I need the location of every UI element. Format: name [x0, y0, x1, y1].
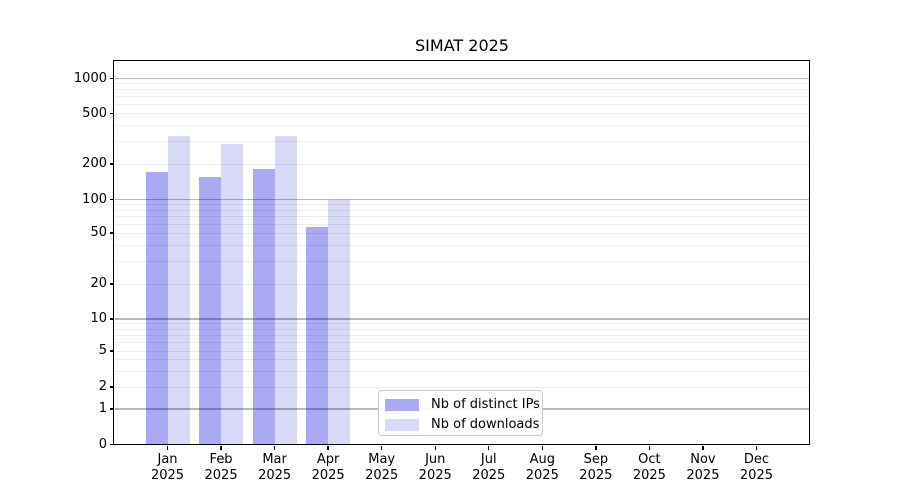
major-gridline [115, 198, 809, 201]
legend: Nb of distinct IPs Nb of downloads [378, 390, 543, 436]
x-tick-label: Nov 2025 [686, 451, 720, 484]
minor-gridline [115, 223, 809, 225]
y-tick-mark [109, 350, 114, 352]
bar-downloads [221, 143, 244, 445]
x-tick-mark [702, 445, 704, 450]
minor-gridline [115, 96, 809, 97]
x-tick-mark [220, 445, 222, 450]
y-tick-mark [109, 318, 114, 320]
y-tick-label: 10 [90, 311, 107, 326]
major-gridline [115, 77, 809, 80]
x-tick-label: Feb 2025 [204, 451, 238, 484]
x-tick-mark [595, 445, 597, 450]
minor-gridline [115, 125, 809, 127]
minor-gridline [115, 370, 809, 372]
legend-label: Nb of distinct IPs [431, 397, 540, 412]
legend-label: Nb of downloads [431, 417, 540, 432]
x-tick-mark [541, 445, 543, 450]
bar-downloads [167, 135, 190, 445]
x-tick-label: Aug 2025 [525, 451, 559, 484]
y-tick-mark [109, 112, 114, 115]
legend-swatch-icon [385, 399, 419, 411]
x-tick-label: May 2025 [365, 451, 399, 484]
chart-title: SIMAT 2025 [415, 36, 509, 55]
y-tick-label: 1000 [73, 70, 107, 86]
x-tick-mark [380, 445, 383, 450]
x-tick-label: Oct 2025 [632, 451, 666, 484]
bar-downloads [274, 135, 297, 445]
legend-item: Nb of distinct IPs [379, 395, 542, 415]
minor-gridline [115, 260, 809, 262]
minor-gridline [115, 323, 809, 325]
x-tick-label: Apr 2025 [311, 451, 345, 484]
y-tick-mark [109, 443, 114, 446]
y-tick-label: 5 [98, 343, 107, 358]
bar-downloads [328, 199, 351, 445]
x-tick-mark [273, 445, 276, 450]
minor-gridline [115, 350, 809, 352]
minor-gridline [115, 113, 809, 114]
major-gridline [115, 318, 809, 320]
y-tick-label: 50 [90, 225, 107, 240]
minor-gridline [115, 232, 809, 234]
x-tick-label: Jul 2025 [472, 451, 506, 484]
x-tick-label: Dec 2025 [739, 451, 773, 484]
y-tick-label: 2 [98, 379, 107, 394]
legend-swatch-icon [385, 419, 419, 431]
bar-distinct-ips [145, 172, 168, 445]
y-tick-label: 1 [98, 401, 107, 416]
y-tick-mark [109, 77, 114, 80]
minor-gridline [115, 204, 809, 206]
minor-gridline [115, 328, 809, 330]
y-tick-mark [109, 408, 114, 410]
x-tick-mark [755, 445, 758, 450]
y-tick-label: 500 [82, 105, 107, 121]
x-tick-label: Mar 2025 [258, 451, 292, 484]
minor-gridline [115, 216, 809, 218]
y-tick-label: 0 [98, 436, 107, 452]
legend-item: Nb of downloads [379, 415, 542, 435]
y-tick-mark [109, 283, 114, 285]
minor-gridline [115, 359, 809, 361]
minor-gridline [115, 386, 809, 388]
y-tick-mark [109, 198, 114, 201]
bar-distinct-ips [199, 176, 222, 445]
y-tick-label: 20 [90, 276, 107, 291]
y-tick-mark [109, 386, 114, 388]
y-tick-label: 200 [82, 156, 107, 171]
minor-gridline [115, 163, 809, 165]
y-tick-mark [109, 232, 114, 234]
bar-distinct-ips [306, 226, 329, 445]
y-tick-mark [109, 163, 114, 165]
minor-gridline [115, 141, 809, 143]
minor-gridline [115, 244, 809, 246]
x-tick-mark [648, 445, 651, 450]
x-tick-label: Sep 2025 [579, 451, 613, 484]
minor-gridline [115, 283, 809, 285]
x-tick-mark [434, 445, 436, 450]
bar-distinct-ips [252, 169, 275, 445]
minor-gridline [115, 103, 809, 105]
x-tick-mark [166, 445, 169, 450]
minor-gridline [115, 209, 809, 211]
x-tick-label: Jan 2025 [150, 451, 185, 484]
y-tick-label: 100 [82, 191, 107, 207]
x-tick-mark [488, 445, 490, 450]
x-tick-mark [327, 445, 329, 450]
x-tick-label: Jun 2025 [418, 451, 452, 484]
minor-gridline [115, 89, 809, 91]
minor-gridline [115, 83, 809, 85]
minor-gridline [115, 334, 809, 336]
minor-gridline [115, 342, 809, 344]
